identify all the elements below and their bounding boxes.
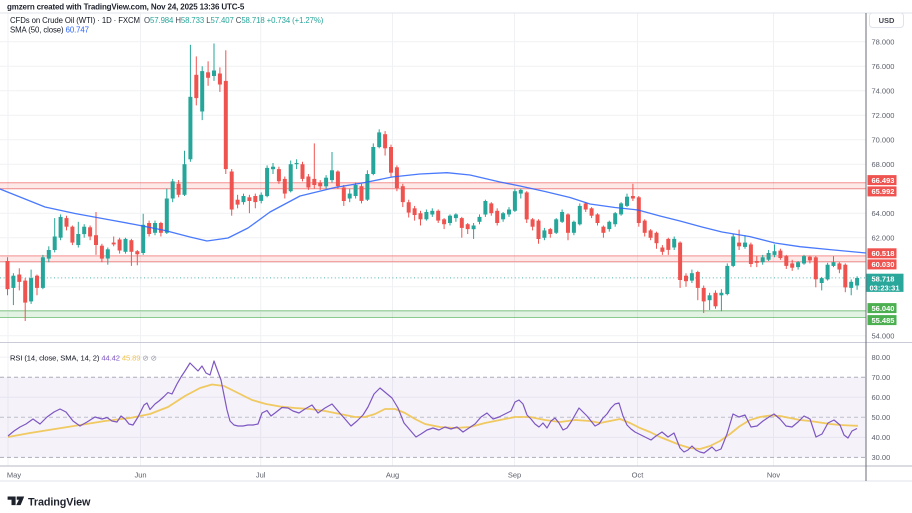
svg-text:66.493: 66.493 <box>872 176 895 185</box>
svg-text:62.000: 62.000 <box>872 233 895 242</box>
svg-text:54.000: 54.000 <box>872 331 895 340</box>
svg-text:76.000: 76.000 <box>872 62 895 71</box>
svg-text:55.485: 55.485 <box>872 316 895 325</box>
svg-text:64.000: 64.000 <box>872 209 895 218</box>
svg-text:65.992: 65.992 <box>872 187 895 196</box>
svg-text:60.518: 60.518 <box>872 249 895 258</box>
svg-text:72.000: 72.000 <box>872 111 895 120</box>
svg-text:56.040: 56.040 <box>872 304 895 313</box>
svg-text:70.00: 70.00 <box>872 373 891 382</box>
svg-text:60.00: 60.00 <box>872 393 891 402</box>
svg-text:40.00: 40.00 <box>872 433 891 442</box>
svg-text:74.000: 74.000 <box>872 86 895 95</box>
svg-text:Jun: Jun <box>134 471 146 480</box>
svg-text:gmzern created with TradingVie: gmzern created with TradingView.com, Nov… <box>7 3 245 12</box>
svg-text:Sep: Sep <box>508 471 521 480</box>
svg-text:60.030: 60.030 <box>872 260 895 269</box>
svg-text:TradingView: TradingView <box>28 497 91 509</box>
svg-text:Jul: Jul <box>256 471 266 480</box>
svg-text:RSI (14, close, SMA, 14, 2) 44: RSI (14, close, SMA, 14, 2) 44.42 45.89 … <box>10 354 157 363</box>
svg-text:May: May <box>7 471 21 480</box>
svg-text:30.00: 30.00 <box>872 453 891 462</box>
svg-text:78.000: 78.000 <box>872 37 895 46</box>
svg-text:Oct: Oct <box>632 471 645 480</box>
svg-text:70.000: 70.000 <box>872 135 895 144</box>
svg-text:USD: USD <box>879 16 895 25</box>
svg-text:50.00: 50.00 <box>872 413 891 422</box>
svg-text:SMA (50, close) 60.747: SMA (50, close) 60.747 <box>10 26 89 35</box>
svg-text:Nov: Nov <box>767 471 781 480</box>
svg-text:58.718: 58.718 <box>872 275 895 284</box>
svg-text:Aug: Aug <box>386 471 399 480</box>
svg-text:68.000: 68.000 <box>872 160 895 169</box>
svg-text:CFDs on Crude Oil (WTI) · 1D ·: CFDs on Crude Oil (WTI) · 1D · FXCM O57.… <box>10 16 324 25</box>
svg-text:03:23:31: 03:23:31 <box>870 284 900 293</box>
svg-text:80.00: 80.00 <box>872 353 891 362</box>
